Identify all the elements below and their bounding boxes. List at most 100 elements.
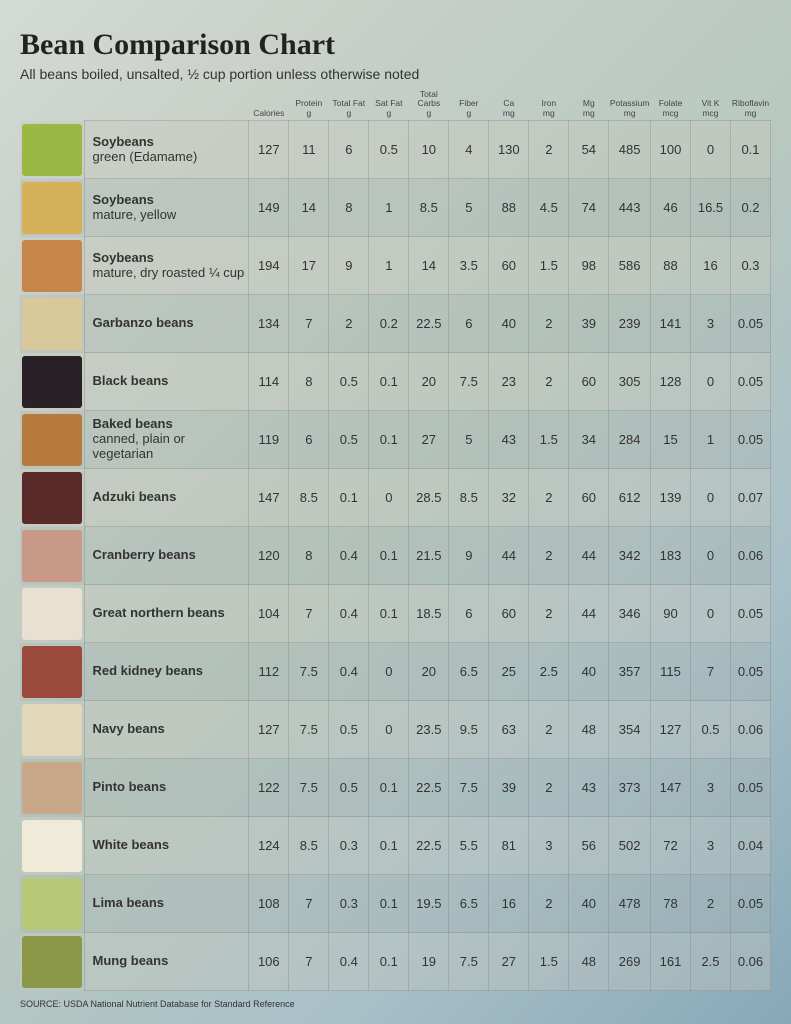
- value-cell: 74: [569, 179, 609, 237]
- value-cell: 4.5: [529, 179, 569, 237]
- value-cell: 0: [369, 643, 409, 701]
- column-label: Total Fat: [333, 98, 366, 108]
- value-cell: 1.5: [529, 933, 569, 991]
- bean-image-cell: [20, 759, 84, 817]
- value-cell: 5: [449, 179, 489, 237]
- bean-name: Pinto beans: [93, 780, 247, 795]
- column-unit: mg: [490, 109, 528, 118]
- value-cell: 0: [691, 353, 731, 411]
- value-cell: 40: [569, 643, 609, 701]
- value-cell: 98: [569, 237, 609, 295]
- value-cell: 9: [449, 527, 489, 585]
- value-cell: 0.1: [369, 527, 409, 585]
- value-cell: 40: [489, 295, 529, 353]
- column-unit: g: [370, 109, 408, 118]
- column-unit: g: [450, 109, 488, 118]
- value-cell: 612: [609, 469, 651, 527]
- value-cell: 0.1: [369, 933, 409, 991]
- table-row: Pinto beans1227.50.50.122.57.53924337314…: [20, 759, 771, 817]
- value-cell: 124: [249, 817, 289, 875]
- bean-name-cell: Pinto beans: [84, 759, 249, 817]
- column-header: Vit Kmcg: [691, 88, 731, 121]
- value-cell: 39: [569, 295, 609, 353]
- table-row: Soybeansmature, yellow14914818.55884.574…: [20, 179, 771, 237]
- value-cell: 43: [489, 411, 529, 469]
- value-cell: 46: [651, 179, 691, 237]
- bean-name: Cranberry beans: [93, 548, 247, 563]
- value-cell: 0.05: [731, 759, 771, 817]
- value-cell: 0: [369, 701, 409, 759]
- bean-name-cell: Red kidney beans: [84, 643, 249, 701]
- bean-image: [22, 356, 82, 408]
- value-cell: 0.1: [369, 411, 409, 469]
- bean-image: [22, 240, 82, 292]
- value-cell: 342: [609, 527, 651, 585]
- column-unit: g: [330, 109, 368, 118]
- value-cell: 0.1: [731, 121, 771, 179]
- value-cell: 2: [529, 121, 569, 179]
- page-title: Bean Comparison Chart: [20, 28, 771, 62]
- bean-image-cell: [20, 933, 84, 991]
- value-cell: 120: [249, 527, 289, 585]
- value-cell: 128: [651, 353, 691, 411]
- value-cell: 60: [489, 585, 529, 643]
- bean-name-cell: Navy beans: [84, 701, 249, 759]
- value-cell: 2: [529, 353, 569, 411]
- value-cell: 284: [609, 411, 651, 469]
- table-row: Adzuki beans1478.50.1028.58.532260612139…: [20, 469, 771, 527]
- value-cell: 0.05: [731, 295, 771, 353]
- bean-name-cell: Soybeansmature, dry roasted ¼ cup: [84, 237, 249, 295]
- value-cell: 8.5: [449, 469, 489, 527]
- bean-sub: green (Edamame): [93, 150, 247, 165]
- table-row: Soybeansgreen (Edamame)1271160.510413025…: [20, 121, 771, 179]
- bean-image: [22, 820, 82, 872]
- value-cell: 0.1: [369, 353, 409, 411]
- comparison-table: CaloriesProteingTotal FatgSat FatgTotal …: [20, 88, 771, 991]
- value-cell: 20: [409, 643, 449, 701]
- value-cell: 0.1: [329, 469, 369, 527]
- value-cell: 48: [569, 933, 609, 991]
- column-header: Camg: [489, 88, 529, 121]
- value-cell: 0.3: [329, 817, 369, 875]
- value-cell: 0.05: [731, 411, 771, 469]
- bean-image: [22, 414, 82, 466]
- value-cell: 44: [569, 585, 609, 643]
- bean-image: [22, 646, 82, 698]
- value-cell: 48: [569, 701, 609, 759]
- value-cell: 139: [651, 469, 691, 527]
- value-cell: 141: [651, 295, 691, 353]
- bean-name: Garbanzo beans: [93, 316, 247, 331]
- value-cell: 115: [651, 643, 691, 701]
- bean-name-cell: Lima beans: [84, 875, 249, 933]
- bean-image-cell: [20, 875, 84, 933]
- value-cell: 3: [691, 817, 731, 875]
- column-label: Iron: [541, 98, 556, 108]
- value-cell: 9.5: [449, 701, 489, 759]
- value-cell: 1: [369, 237, 409, 295]
- value-cell: 19: [409, 933, 449, 991]
- value-cell: 2: [529, 469, 569, 527]
- value-cell: 0.05: [731, 585, 771, 643]
- value-cell: 2: [529, 759, 569, 817]
- value-cell: 0.3: [329, 875, 369, 933]
- column-unit: g: [410, 109, 448, 118]
- value-cell: 119: [249, 411, 289, 469]
- column-unit: mcg: [652, 109, 690, 118]
- bean-sub: canned, plain or vegetarian: [93, 432, 247, 462]
- value-cell: 21.5: [409, 527, 449, 585]
- value-cell: 127: [249, 121, 289, 179]
- value-cell: 18.5: [409, 585, 449, 643]
- value-cell: 40: [569, 875, 609, 933]
- bean-name-cell: Mung beans: [84, 933, 249, 991]
- bean-image: [22, 704, 82, 756]
- bean-name: Lima beans: [93, 896, 247, 911]
- column-label: Sat Fat: [375, 98, 402, 108]
- value-cell: 60: [489, 237, 529, 295]
- column-label: Vit K: [702, 98, 720, 108]
- value-cell: 7.5: [449, 933, 489, 991]
- value-cell: 60: [569, 353, 609, 411]
- value-cell: 0: [691, 121, 731, 179]
- value-cell: 22.5: [409, 817, 449, 875]
- value-cell: 2.5: [691, 933, 731, 991]
- table-row: Red kidney beans1127.50.40206.5252.54035…: [20, 643, 771, 701]
